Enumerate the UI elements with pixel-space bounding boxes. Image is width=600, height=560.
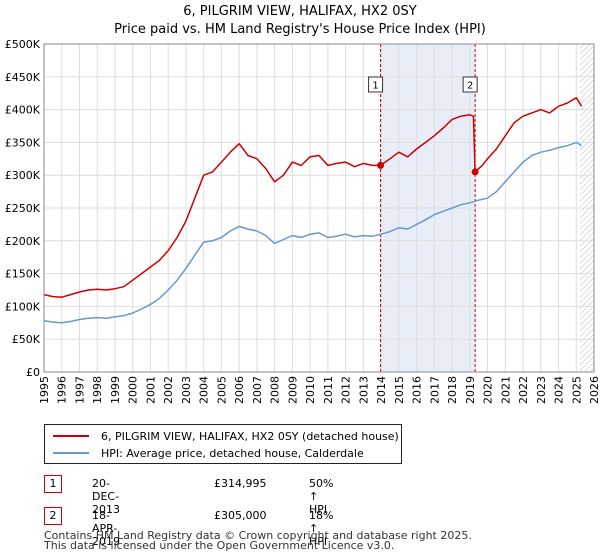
legend-item-property: 6, PILGRIM VIEW, HALIFAX, HX2 0SY (detac… xyxy=(53,428,399,444)
series-line-hpi xyxy=(43,141,582,324)
legend-item-hpi: HPI: Average price, detached house, Cald… xyxy=(53,445,364,461)
x-tick-label: 2004 xyxy=(198,376,211,404)
x-tick-label: 2007 xyxy=(251,376,264,404)
x-tick-label: 2024 xyxy=(553,376,566,404)
chart-title: 6, PILGRIM VIEW, HALIFAX, HX2 0SY xyxy=(183,4,417,19)
marker-label-box xyxy=(368,76,384,93)
x-tick-label: 1996 xyxy=(56,376,69,404)
legend-label-hpi: HPI: Average price, detached house, Cald… xyxy=(101,446,364,460)
y-tick-label: £350K xyxy=(5,136,41,149)
x-tick-label: 2008 xyxy=(269,376,282,404)
x-tick-label: 2023 xyxy=(535,376,548,404)
transaction-hpi-change: 18% ↑ HPI xyxy=(309,509,334,548)
marker-label: 1 xyxy=(372,81,378,92)
y-tick-label: £450K xyxy=(5,71,41,84)
transaction-price: £305,000 xyxy=(214,509,267,522)
x-tick-label: 2016 xyxy=(411,376,424,404)
x-tick-label: 2006 xyxy=(233,376,246,404)
x-tick-label: 2013 xyxy=(357,376,370,404)
x-tick-label: 2020 xyxy=(482,376,495,404)
chart-legend: 6, PILGRIM VIEW, HALIFAX, HX2 0SY (detac… xyxy=(44,424,402,464)
y-tick-label: £250K xyxy=(5,202,41,215)
transaction-date: 18-APR-2019 xyxy=(92,509,120,548)
marker-label-box xyxy=(462,76,478,93)
y-tick-label: £200K xyxy=(5,235,41,248)
transaction-marker-label: 1 xyxy=(44,475,62,493)
y-tick-label: £500K xyxy=(5,38,41,51)
footer-attribution: Contains HM Land Registry data © Crown c… xyxy=(44,529,472,552)
x-tick-label: 2012 xyxy=(340,376,353,404)
y-tick-label: £300K xyxy=(5,169,41,182)
x-tick-label: 2002 xyxy=(162,376,175,404)
legend-line-hpi xyxy=(53,452,89,454)
x-tick-label: 2003 xyxy=(180,376,193,404)
x-tick-label: 2021 xyxy=(499,376,512,404)
legend-line-property xyxy=(53,435,89,437)
transaction-date: 20-DEC-2013 xyxy=(92,477,120,516)
chart-plot: £0 £50K £100K £150K £200K £250K £300K £350K £400… xyxy=(5,38,600,404)
series-line-property xyxy=(43,97,583,298)
x-tick-label: 2001 xyxy=(144,376,157,404)
x-tick-label: 2026 xyxy=(588,376,600,404)
x-tick-label: 2014 xyxy=(375,376,388,404)
marker-point xyxy=(471,168,479,176)
footer-line-licence: This data is licensed under the Open Gov… xyxy=(44,539,395,552)
x-tick-label: 2005 xyxy=(215,376,228,404)
y-tick-label: £400K xyxy=(5,104,41,117)
y-tick-label: £0 xyxy=(26,366,40,379)
marker-label: 2 xyxy=(467,81,473,92)
x-tick-label: 2000 xyxy=(127,376,140,404)
y-tick-label: £50K xyxy=(12,333,41,346)
x-tick-label: 2018 xyxy=(446,376,459,404)
plot-frame xyxy=(43,43,595,373)
y-tick-label: £100K xyxy=(5,300,41,313)
x-tick-label: 2022 xyxy=(517,376,530,404)
y-tick-label: £150K xyxy=(5,268,41,281)
x-tick-label: 2025 xyxy=(570,376,583,404)
x-tick-label: 1995 xyxy=(38,376,51,404)
transaction-marker-label: 2 xyxy=(44,507,62,525)
x-tick-label: 2017 xyxy=(428,376,441,404)
footer-line-copyright: Contains HM Land Registry data © Crown c… xyxy=(44,529,472,542)
x-tick-label: 1997 xyxy=(73,376,86,404)
x-tick-label: 2015 xyxy=(393,376,406,404)
transaction-hpi-change: 50% ↑ HPI xyxy=(309,477,334,516)
marker-point xyxy=(377,161,385,169)
x-tick-label: 2009 xyxy=(286,376,299,404)
chart-subtitle: Price paid vs. HM Land Registry's House … xyxy=(114,22,486,37)
transaction-price: £314,995 xyxy=(214,477,267,490)
x-tick-label: 2019 xyxy=(464,376,477,404)
x-tick-label: 1998 xyxy=(91,376,104,404)
x-tick-label: 1999 xyxy=(109,376,122,404)
legend-label-property: 6, PILGRIM VIEW, HALIFAX, HX2 0SY (detac… xyxy=(101,429,399,443)
x-tick-label: 2010 xyxy=(304,376,317,404)
x-tick-label: 2011 xyxy=(322,376,335,404)
